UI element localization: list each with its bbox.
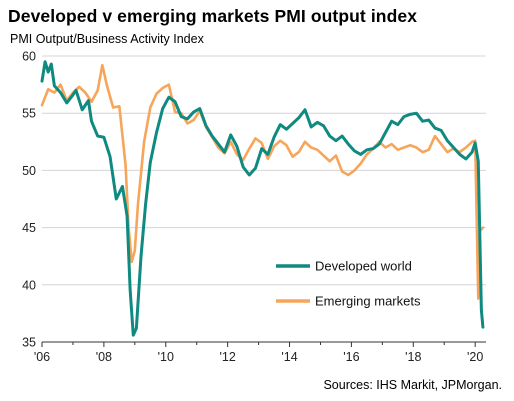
legend: Developed world Emerging markets xyxy=(276,259,421,309)
y-axis-ticks: 35 40 45 50 55 60 xyxy=(22,50,36,350)
legend-label-emerging-markets: Emerging markets xyxy=(315,294,421,309)
legend-label-developed-world: Developed world xyxy=(315,259,412,274)
y-axis-label: PMI Output/Business Activity Index xyxy=(10,32,204,46)
x-axis xyxy=(41,341,486,347)
y-tick-label-60: 60 xyxy=(22,50,36,64)
y-tick-label-35: 35 xyxy=(22,336,36,350)
series-lines xyxy=(40,60,485,337)
series-line-emerging-markets xyxy=(40,63,485,300)
y-tick-label-55: 55 xyxy=(22,107,36,121)
x-tick-label-20: '20 xyxy=(467,350,483,364)
source-note: Sources: IHS Markit, JPMorgan. xyxy=(323,378,502,392)
series-line-developed-world xyxy=(40,60,485,337)
x-tick-label-08: '08 xyxy=(96,350,112,364)
x-tick-label-12: '12 xyxy=(219,350,235,364)
x-axis-ticks: '06 '08 '10 '12 '14 '16 '18 '20 xyxy=(34,350,484,364)
x-tick-label-16: '16 xyxy=(343,350,359,364)
y-tick-label-45: 45 xyxy=(22,221,36,235)
y-tick-label-50: 50 xyxy=(22,164,36,178)
gridlines xyxy=(42,55,486,286)
x-tick-label-10: '10 xyxy=(158,350,174,364)
x-tick-label-18: '18 xyxy=(405,350,421,364)
x-tick-label-14: '14 xyxy=(281,350,297,364)
chart-title: Developed v emerging markets PMI output … xyxy=(8,6,418,26)
y-tick-label-40: 40 xyxy=(22,278,36,292)
x-tick-label-06: '06 xyxy=(34,350,50,364)
